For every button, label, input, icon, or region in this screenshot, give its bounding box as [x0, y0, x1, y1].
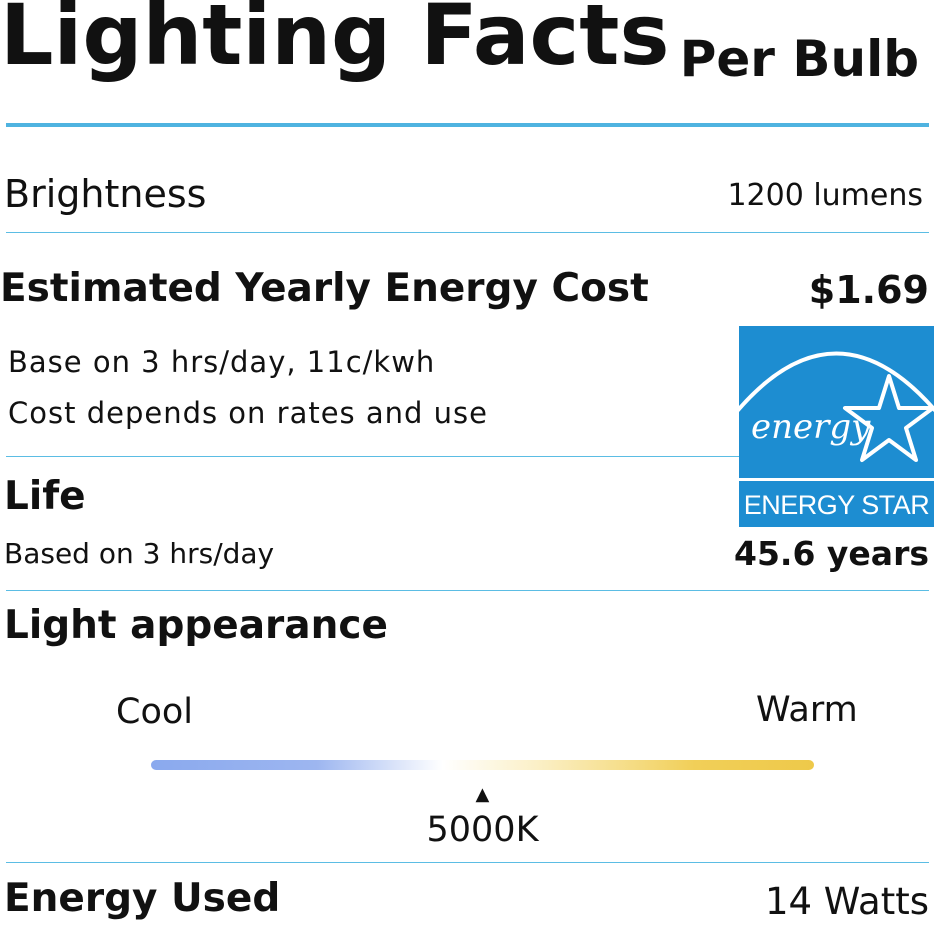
- energy-star-emblem: energy: [739, 351, 934, 462]
- life-note: Based on 3 hrs/day: [4, 537, 275, 570]
- triangle-up-icon: ▲: [475, 784, 490, 805]
- brightness-label: Brightness: [4, 172, 207, 216]
- cost-divider: [6, 456, 739, 457]
- life-divider: [6, 590, 929, 591]
- energy-used-value: 14 Watts: [764, 880, 929, 923]
- energy-script-text: energy: [751, 407, 871, 447]
- energy-star-divider: [739, 478, 934, 481]
- life-value: 45.6 years: [734, 534, 929, 573]
- energy-star-logo: energy ENERGY STAR: [739, 326, 934, 527]
- life-label: Life: [4, 474, 86, 519]
- brightness-divider: [6, 232, 929, 233]
- warm-label: Warm: [756, 690, 858, 730]
- energy-cost-label: Estimated Yearly Energy Cost: [0, 266, 649, 311]
- energy-star-label: ENERGY STAR: [743, 490, 930, 520]
- energy-used-label: Energy Used: [4, 876, 281, 921]
- energy-cost-value: $1.69: [808, 268, 929, 312]
- brightness-value: 1200 lumens: [727, 178, 923, 213]
- color-temperature-value: 5000K: [426, 810, 539, 850]
- energy-cost-note-disclaimer: Cost depends on rates and use: [8, 396, 488, 430]
- page-title: Lighting Facts: [0, 0, 670, 84]
- star-icon: [843, 374, 934, 462]
- light-appearance-label: Light appearance: [4, 603, 388, 648]
- header-divider: [6, 123, 929, 127]
- color-temperature-scale: [151, 760, 814, 770]
- energy-cost-note-rate: Base on 3 hrs/day, 11c/kwh: [8, 345, 436, 379]
- per-bulb-label: Per Bulb: [679, 30, 919, 88]
- cool-label: Cool: [116, 692, 193, 732]
- appearance-divider: [6, 862, 929, 863]
